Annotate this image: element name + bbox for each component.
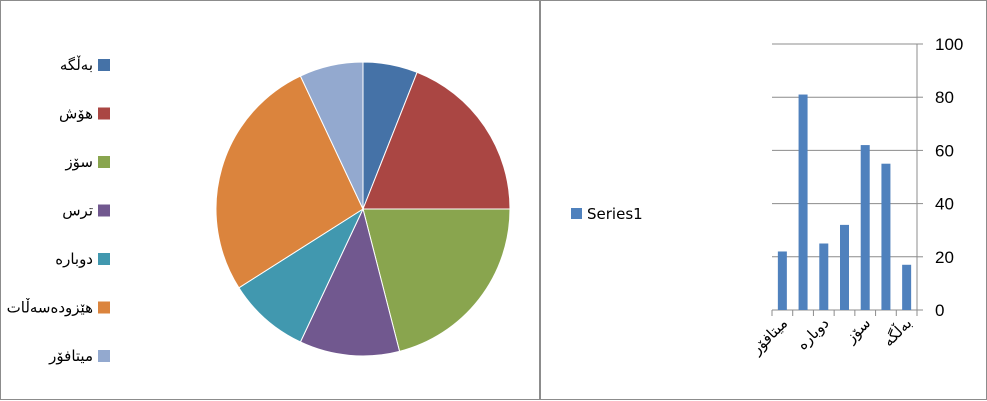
pie-legend-swatch-2 xyxy=(98,108,110,120)
x-category-label-1: بەڵگە xyxy=(879,313,916,350)
pie-legend-label-7: میتافۆر xyxy=(48,347,93,365)
pie-legend-swatch-1 xyxy=(98,59,110,71)
bar-1 xyxy=(902,265,911,310)
pie-legend-label-4: ترس xyxy=(62,202,93,220)
pie-legend-swatch-6 xyxy=(98,302,110,314)
pie-chart: بەڵگە هۆش سۆز ترس دوبارە هێزودەسەڵات میتافۆر xyxy=(1,1,541,401)
pie-legend-label-2: هۆش xyxy=(59,105,93,123)
y-tick-label-100: 100 xyxy=(935,35,963,54)
x-category-label-3: دوبارە xyxy=(793,314,832,353)
bar-chart-panel: 0 20 40 60 80 100 بەڵگە سۆز دوبارە میتافۆر Series1 xyxy=(539,0,987,400)
bar-4 xyxy=(840,225,849,310)
pie-legend-label-3: سۆز xyxy=(64,153,93,171)
bar-legend-swatch xyxy=(571,208,582,219)
pie-legend-swatch-5 xyxy=(98,253,110,265)
pie-legend-swatch-3 xyxy=(98,156,110,168)
x-category-label-4: میتافۆر xyxy=(747,314,791,358)
pie-legend-label-1: بەڵگە xyxy=(60,55,93,74)
pie-legend-swatch-7 xyxy=(98,350,110,362)
y-tick-label-40: 40 xyxy=(935,195,954,214)
pie-legend-label-5: دوبارە xyxy=(55,250,93,268)
y-tick-label-20: 20 xyxy=(935,248,954,267)
bar-5 xyxy=(819,244,828,311)
pie-legend-label-6: هێزودەسەڵات xyxy=(7,298,93,317)
bar-6 xyxy=(799,95,808,310)
pie-legend-swatch-4 xyxy=(98,205,110,217)
bar-3 xyxy=(861,145,870,310)
y-tick-label-80: 80 xyxy=(935,88,954,107)
bar-7 xyxy=(778,251,787,310)
y-tick-label-60: 60 xyxy=(935,141,954,160)
bar-2 xyxy=(881,164,890,310)
y-tick-label-0: 0 xyxy=(935,301,944,320)
pie-chart-panel: بەڵگە هۆش سۆز ترس دوبارە هێزودەسەڵات میتافۆر xyxy=(0,0,540,400)
bar-legend-label: Series1 xyxy=(587,205,643,223)
x-category-label-2: سۆز xyxy=(841,314,874,347)
